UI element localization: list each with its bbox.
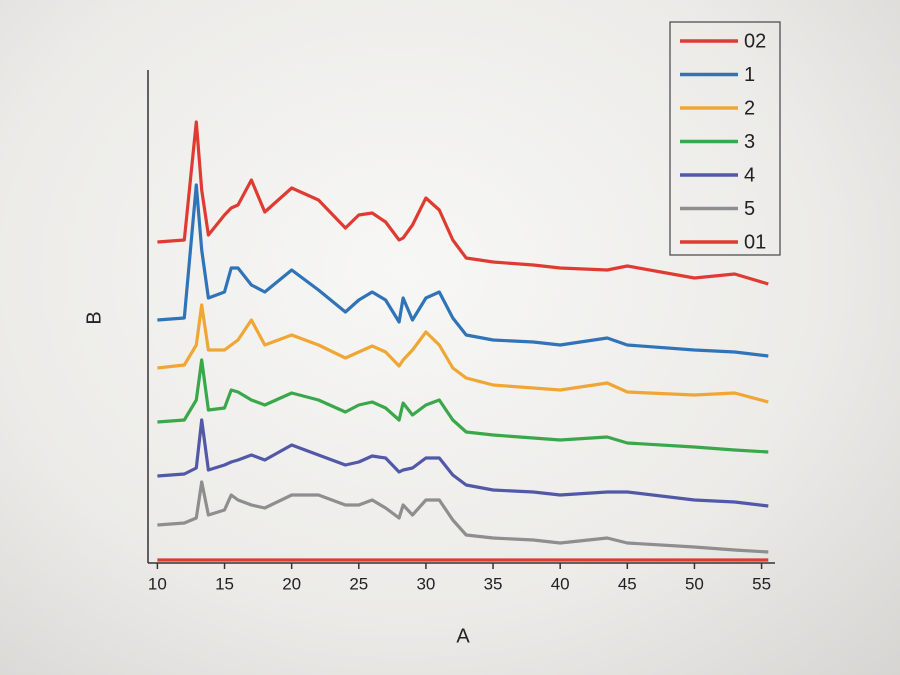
series-line <box>157 358 769 454</box>
x-tick-label: 40 <box>551 574 570 593</box>
x-tick-label: 50 <box>685 574 704 593</box>
x-tick-label: 55 <box>752 574 771 593</box>
x-tick-label: 10 <box>148 574 167 593</box>
legend-label: 01 <box>744 231 766 253</box>
legend-label: 1 <box>744 64 755 86</box>
series-line <box>157 183 769 358</box>
x-tick-label: 25 <box>349 574 368 593</box>
legend-label: 2 <box>744 97 755 119</box>
series-line <box>157 303 769 404</box>
x-tick-label: 45 <box>618 574 637 593</box>
series-line <box>157 120 769 286</box>
legend-label: 4 <box>744 164 755 186</box>
legend-label: 3 <box>744 131 755 153</box>
x-tick-label: 20 <box>282 574 301 593</box>
x-axis-label: A <box>456 625 470 647</box>
series-line <box>157 480 769 554</box>
y-axis-label: B <box>83 311 105 324</box>
x-tick-label: 35 <box>484 574 503 593</box>
series-line <box>157 418 769 508</box>
legend-box <box>669 21 781 256</box>
x-tick-label: 15 <box>215 574 234 593</box>
x-tick-label: 30 <box>416 574 435 593</box>
legend-label: 02 <box>744 30 766 52</box>
legend-label: 5 <box>744 198 755 220</box>
